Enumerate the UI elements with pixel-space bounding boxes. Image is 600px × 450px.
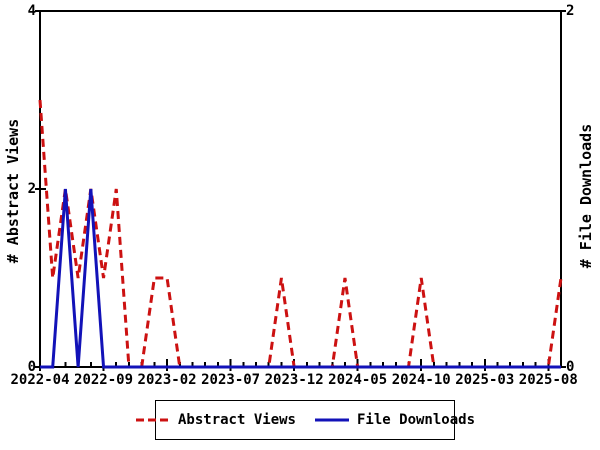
y-tick-label-right: 0 bbox=[566, 359, 575, 375]
x-tick-label: 2022-09 bbox=[74, 372, 134, 388]
solid-line-sample-icon bbox=[315, 418, 349, 422]
dashed-line-sample-icon bbox=[135, 418, 170, 422]
y-tick-label-left: 0 bbox=[27, 359, 36, 375]
x-tick-label: 2024-10 bbox=[391, 372, 451, 388]
x-tick-label: 2022-04 bbox=[10, 372, 70, 388]
y-tick-label-left: 4 bbox=[27, 3, 36, 19]
legend-label-file-downloads: File Downloads bbox=[357, 412, 476, 428]
x-tick-label: 2023-12 bbox=[264, 372, 324, 388]
legend: Abstract Views File Downloads bbox=[135, 400, 475, 440]
x-tick-label: 2024-05 bbox=[328, 372, 388, 388]
legend-item-file-downloads: File Downloads bbox=[314, 412, 475, 428]
x-tick-label: 2023-02 bbox=[137, 372, 197, 388]
left-axis-title: # Abstract Views bbox=[4, 118, 22, 264]
y-tick-label-right: 2 bbox=[566, 3, 575, 19]
legend-label-abstract-views: Abstract Views bbox=[177, 412, 296, 428]
y-tick-label-left: 2 bbox=[27, 181, 36, 197]
legend-item-abstract-views: Abstract Views bbox=[135, 412, 296, 428]
x-tick-label: 2023-07 bbox=[201, 372, 261, 388]
right-axis-title: # File Downloads bbox=[577, 123, 595, 269]
x-tick-label: 2025-08 bbox=[518, 372, 578, 388]
x-tick-label: 2025-03 bbox=[455, 372, 515, 388]
